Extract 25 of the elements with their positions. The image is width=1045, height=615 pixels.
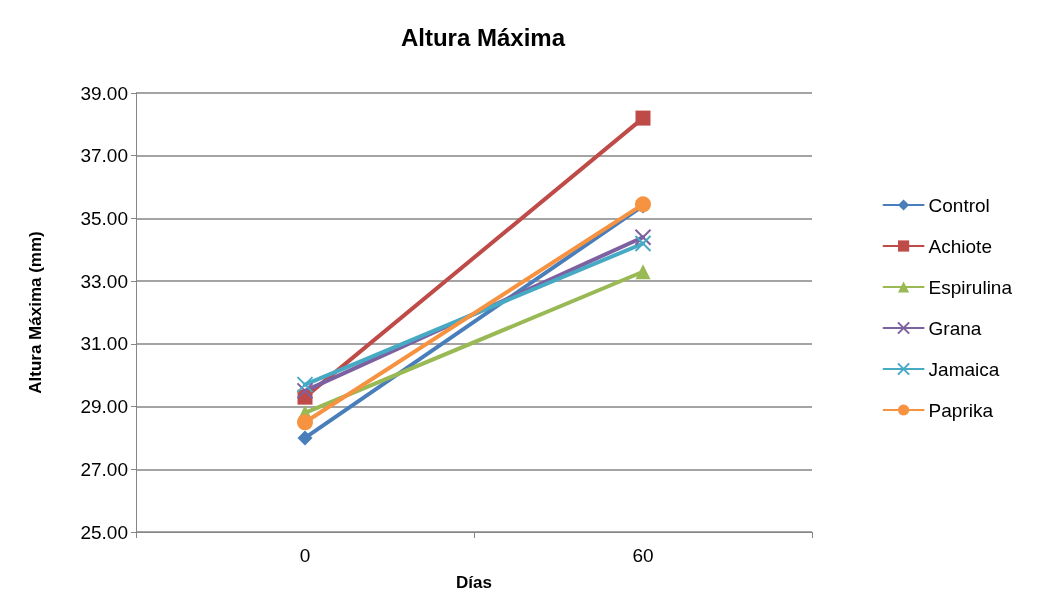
y-tick-label: 33.00 (80, 270, 128, 292)
y-tick-label: 27.00 (80, 458, 128, 480)
point (635, 110, 651, 126)
y-tick-label: 39.00 (80, 82, 128, 104)
point (296, 382, 314, 400)
y-axis-title: Altura Máxima (mm) (26, 231, 45, 394)
y-tick-label: 29.00 (80, 396, 128, 418)
chart-title: Altura Máxima (400, 23, 566, 51)
y-tick-label: 31.00 (80, 333, 128, 355)
legend-label: Grana (928, 317, 982, 339)
legend-label: Paprika (928, 399, 994, 421)
legend-label: Achiote (928, 235, 992, 257)
point (634, 235, 652, 253)
y-tick-label: 37.00 (80, 145, 128, 167)
legend-label: Jamaica (928, 358, 1000, 380)
point (634, 228, 652, 246)
legend-label: Control (928, 194, 990, 216)
x-tick-label: 0 (299, 545, 311, 566)
point (297, 430, 313, 446)
point (296, 376, 314, 394)
legend-label: Espirulina (928, 276, 1013, 298)
x-tick-label: 60 (632, 545, 654, 566)
x-axis-title: Días (456, 573, 492, 592)
y-tick-label: 35.00 (80, 207, 128, 229)
y-tick-label: 25.00 (80, 521, 128, 543)
